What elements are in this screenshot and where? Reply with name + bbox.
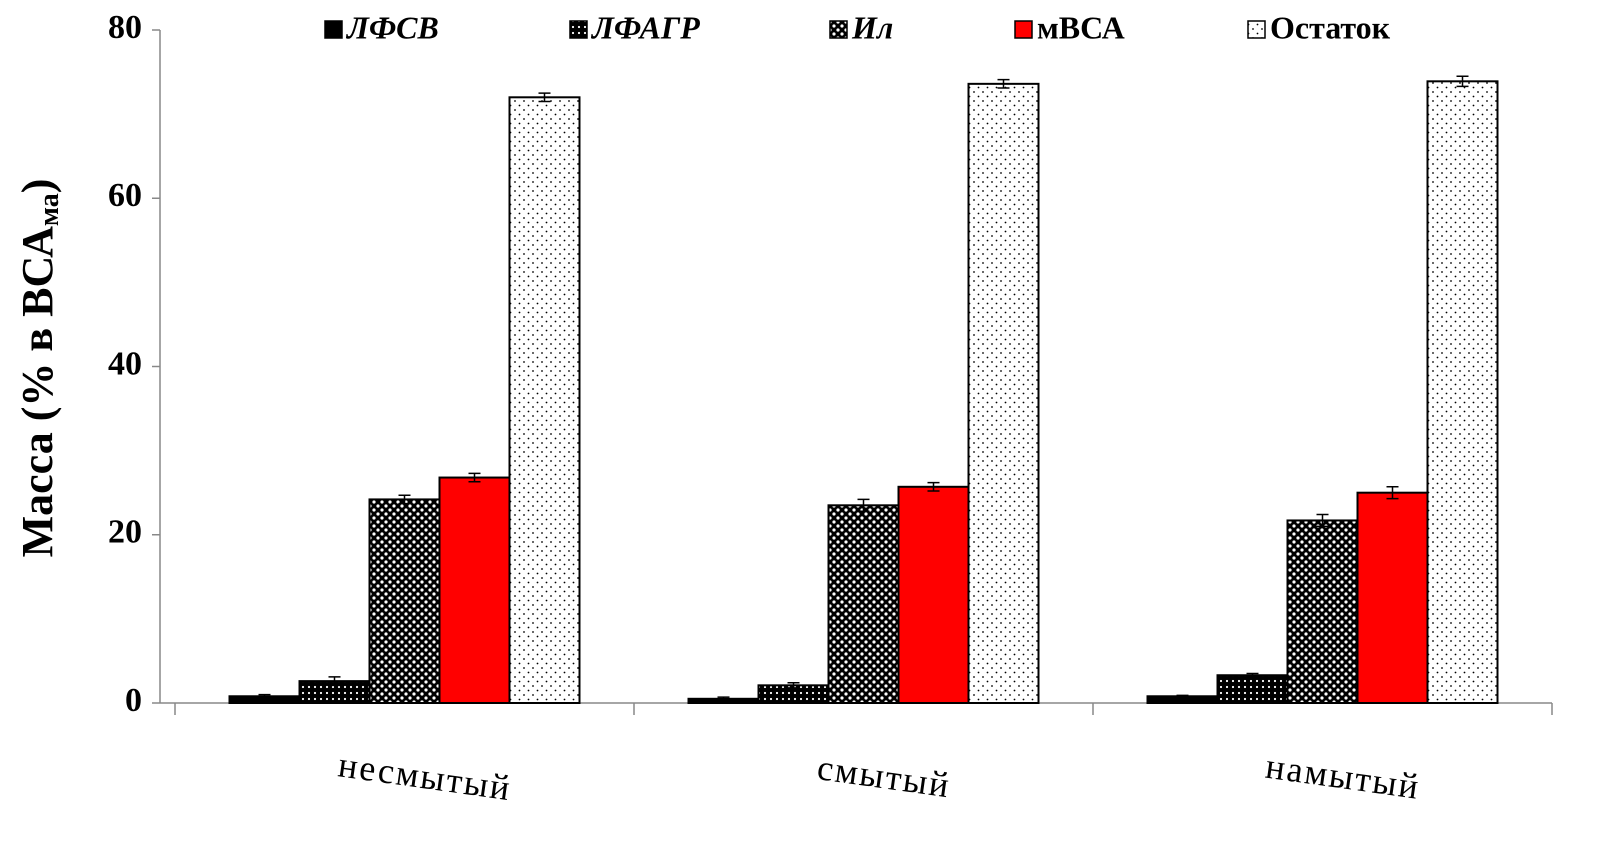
- y-tick-label: 80: [108, 9, 142, 46]
- y-axis-label: Масса (% в ВСАма): [13, 179, 65, 558]
- bar: [967, 82, 1040, 704]
- bar: [1216, 674, 1289, 705]
- x-tick-label: намытый: [1263, 746, 1422, 807]
- y-tick-label: 40: [108, 345, 142, 382]
- error-bar: [997, 78, 1010, 89]
- error-bar: [1176, 694, 1189, 698]
- x-tick-label: несмытый: [336, 744, 514, 808]
- legend-swatch: [1014, 20, 1033, 39]
- error-bar: [398, 494, 411, 505]
- legend-swatch: [569, 20, 588, 39]
- legend-label: Ил: [851, 9, 893, 45]
- error-bar: [787, 682, 800, 689]
- error-bar: [1316, 513, 1329, 528]
- bar: [508, 96, 581, 705]
- y-tick-label: 60: [108, 177, 142, 214]
- bar: [897, 485, 970, 704]
- bar: [368, 498, 441, 705]
- error-bar: [538, 92, 551, 103]
- error-bar: [927, 481, 940, 492]
- legend-swatch: [829, 20, 848, 39]
- y-label-main: Масса (% в ВСА: [13, 226, 62, 557]
- bar: [1286, 519, 1359, 704]
- error-bar: [258, 693, 271, 699]
- error-bar: [328, 676, 341, 687]
- legend-label: мВСА: [1037, 9, 1125, 45]
- error-bar: [1456, 75, 1469, 88]
- bar: [1426, 80, 1499, 705]
- y-label-end: ): [13, 179, 62, 194]
- y-tick-label: 0: [125, 682, 142, 719]
- bar: [827, 504, 900, 704]
- y-label-sub: ма: [34, 193, 65, 226]
- bar: [1356, 491, 1429, 704]
- y-tick-label: 20: [108, 514, 142, 551]
- legend-label: ЛФАГР: [590, 9, 700, 45]
- error-bar: [1386, 486, 1399, 500]
- bar: [438, 476, 511, 705]
- legend-label: Остаток: [1270, 9, 1391, 45]
- legend-swatch: [1247, 20, 1266, 39]
- error-bar: [1246, 672, 1259, 678]
- legend-label: ЛФСВ: [345, 9, 439, 45]
- error-bar: [717, 696, 730, 702]
- error-bar: [857, 498, 870, 512]
- x-tick-label: смытый: [815, 747, 953, 805]
- legend-swatch: [324, 20, 343, 39]
- error-bar: [468, 472, 481, 483]
